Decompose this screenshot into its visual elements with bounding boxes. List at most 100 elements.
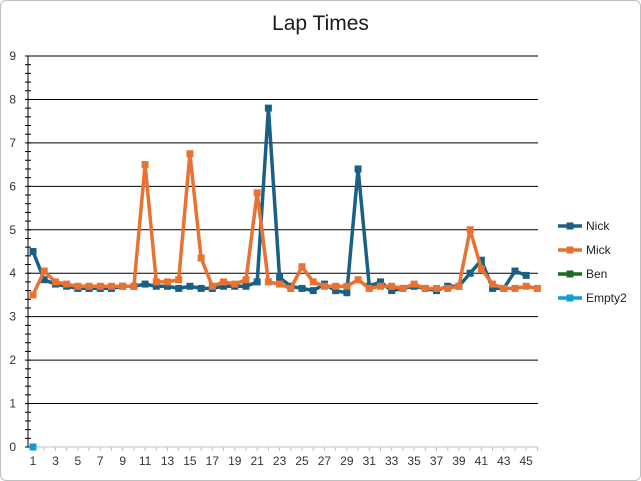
x-tick-label-25: 25 [295, 454, 309, 468]
x-tick-label-15: 15 [183, 454, 197, 468]
data-point-mick [208, 282, 216, 290]
data-point-mick [242, 276, 250, 284]
data-point-mick [455, 282, 463, 290]
data-point-mick [522, 282, 530, 290]
x-tick-label-19: 19 [228, 454, 242, 468]
data-point-mick [298, 263, 306, 271]
data-point-nick [332, 287, 340, 295]
data-point-mick [489, 280, 497, 288]
data-point-nick [264, 104, 272, 112]
data-point-nick [152, 282, 160, 290]
y-tick-label-8: 8 [9, 92, 16, 106]
data-point-nick [343, 289, 351, 297]
data-point-nick [511, 267, 519, 275]
x-tick-label-5: 5 [74, 454, 81, 468]
data-point-nick [197, 284, 205, 292]
data-point-mick [141, 161, 149, 169]
data-point-nick [29, 248, 37, 255]
data-point-mick [388, 282, 396, 290]
y-tick-label-3: 3 [9, 310, 16, 324]
legend-marker-mick [566, 246, 574, 254]
y-tick-label-0: 0 [9, 440, 16, 454]
legend-marker-empty2 [566, 294, 574, 302]
data-point-mick [107, 282, 115, 290]
data-point-nick [164, 282, 172, 290]
x-tick-label-13: 13 [161, 454, 175, 468]
x-tick-label-41: 41 [475, 454, 489, 468]
data-point-mick [376, 282, 384, 290]
legend-marker-ben [566, 270, 574, 278]
data-point-nick [141, 280, 149, 288]
data-point-mick [164, 278, 172, 286]
data-point-mick [276, 280, 284, 288]
data-point-mick [130, 282, 138, 290]
data-point-nick [253, 278, 261, 286]
x-tick-label-33: 33 [385, 454, 399, 468]
x-tick-label-39: 39 [452, 454, 466, 468]
data-point-mick [253, 189, 261, 197]
x-tick-label-35: 35 [407, 454, 421, 468]
data-point-mick [220, 278, 228, 286]
data-point-mick [96, 282, 104, 290]
data-point-mick [343, 282, 351, 290]
data-point-nick [477, 256, 485, 264]
data-point-mick [477, 265, 485, 273]
data-point-mick [365, 284, 373, 292]
data-point-nick [309, 287, 317, 295]
data-point-mick [399, 284, 407, 292]
data-point-nick [40, 276, 48, 284]
legend-label-mick: Mick [586, 243, 612, 257]
data-point-mick [29, 291, 37, 299]
data-point-mick [175, 276, 183, 284]
data-point-mick [197, 254, 205, 262]
data-point-mick [85, 282, 93, 290]
x-tick-label-17: 17 [206, 454, 220, 468]
data-point-mick [186, 150, 194, 158]
x-tick-label-11: 11 [139, 454, 152, 468]
data-point-mick [433, 284, 441, 292]
data-point-mick [533, 284, 541, 292]
data-point-nick [522, 271, 530, 279]
legend-label-ben: Ben [586, 267, 607, 281]
data-point-mick [63, 280, 71, 288]
y-tick-label-5: 5 [9, 223, 16, 237]
data-point-nick [466, 269, 474, 277]
x-tick-label-29: 29 [340, 454, 354, 468]
legend-marker-nick [566, 222, 574, 230]
series-line-mick [31, 152, 538, 296]
data-point-mick [51, 278, 59, 286]
data-point-mick [354, 276, 362, 284]
data-point-mick [264, 278, 272, 286]
x-tick-label-45: 45 [520, 454, 534, 468]
y-tick-label-6: 6 [9, 179, 16, 193]
data-point-mick [466, 226, 474, 234]
x-tick-label-31: 31 [363, 454, 377, 468]
legend-label-nick: Nick [586, 219, 610, 233]
data-point-mick [119, 282, 127, 290]
x-tick-label-3: 3 [52, 454, 59, 468]
x-tick-label-23: 23 [273, 454, 287, 468]
data-point-nick [376, 278, 384, 286]
x-tick-label-27: 27 [318, 454, 332, 468]
x-tick-label-1: 1 [30, 454, 37, 468]
data-point-nick [298, 284, 306, 292]
x-tick-label-9: 9 [119, 454, 126, 468]
data-point-nick [186, 282, 194, 290]
data-point-mick [421, 284, 429, 292]
data-point-mick [500, 284, 508, 292]
data-point-empty2 [29, 443, 37, 451]
x-tick-label-7: 7 [97, 454, 104, 468]
data-point-nick [220, 282, 228, 290]
data-point-nick [242, 282, 250, 290]
data-point-nick [489, 284, 497, 292]
data-point-mick [74, 282, 82, 290]
y-tick-label-1: 1 [9, 397, 16, 411]
x-tick-label-21: 21 [250, 454, 264, 468]
data-point-mick [152, 278, 160, 286]
series-line-nick [31, 106, 527, 295]
data-point-mick [231, 280, 239, 288]
y-tick-label-9: 9 [9, 49, 16, 63]
data-point-mick [40, 267, 48, 275]
